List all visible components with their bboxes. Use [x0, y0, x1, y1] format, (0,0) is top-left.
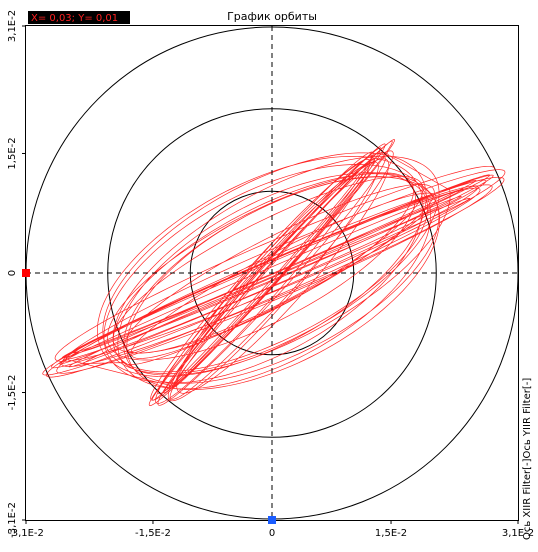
x-tick-label: 1,5E-2	[375, 528, 407, 539]
orbit-trace	[42, 139, 506, 406]
y-tick-label: 0	[7, 270, 18, 276]
y-tick-label: 1,5E-2	[7, 137, 18, 169]
readout-background	[28, 11, 130, 24]
cursor-readout: X= 0,03; Y= 0,01	[28, 11, 130, 24]
chart-title: График орбиты	[227, 10, 317, 23]
y-tick-label: 3,1E-2	[7, 10, 18, 42]
y-axis-label: Ось XIIR Filter[-]Ось YIIR Filter[-]	[522, 378, 533, 540]
readout-text: X= 0,03; Y= 0,01	[31, 13, 118, 24]
x-tick-label: -3,1E-2	[8, 528, 44, 539]
y-axis-marker	[22, 269, 30, 277]
crosshair-grid	[26, 26, 518, 520]
y-tick-label: -3,1E-2	[7, 502, 18, 538]
y-axis-ticks: 3,1E-2 1,5E-2 0 -1,5E-2 -3,1E-2	[7, 10, 26, 538]
axis-markers	[22, 269, 276, 524]
x-tick-label: 0	[269, 528, 275, 539]
orbit-series	[42, 139, 506, 406]
x-axis-marker	[268, 516, 276, 524]
y-tick-label: -1,5E-2	[7, 375, 18, 411]
x-tick-label: 3,1E-2	[502, 528, 534, 539]
x-tick-label: -1,5E-2	[135, 528, 171, 539]
